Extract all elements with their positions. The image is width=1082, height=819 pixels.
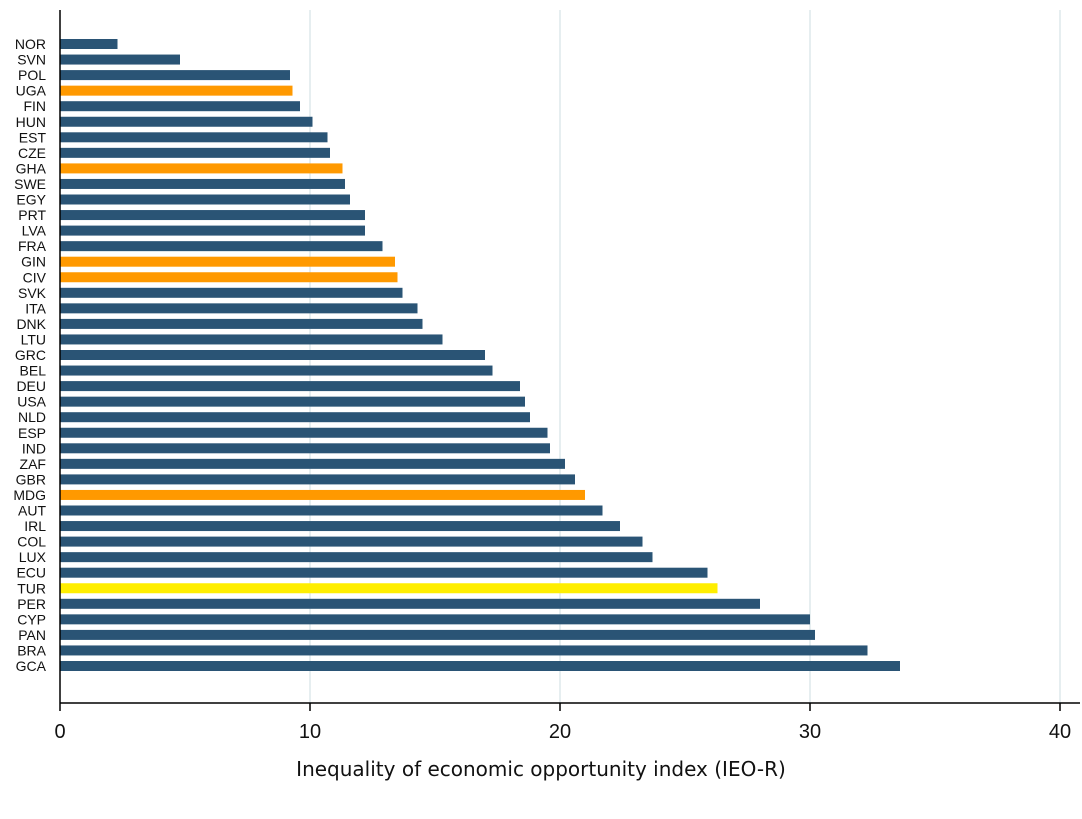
- x-tick-label: 0: [54, 721, 65, 743]
- bar-gca: [60, 661, 900, 671]
- category-label: GBR: [16, 471, 46, 487]
- category-label: ITA: [25, 300, 46, 316]
- bar-uga: [60, 85, 293, 96]
- category-label: BEL: [20, 363, 47, 379]
- category-label: SVN: [17, 52, 46, 68]
- bar-lux: [60, 552, 653, 563]
- category-label: FRA: [18, 238, 47, 254]
- category-label: MDG: [13, 487, 46, 503]
- category-label: NLD: [18, 409, 46, 425]
- bar-pan: [60, 629, 815, 640]
- category-label: LVA: [22, 223, 47, 239]
- category-label: AUT: [18, 503, 46, 519]
- bar-gin: [60, 256, 395, 267]
- bar-lva: [60, 225, 365, 236]
- category-label: CIV: [23, 269, 47, 285]
- bar-hun: [60, 116, 313, 127]
- bar-per: [60, 598, 760, 609]
- bar-tur: [60, 583, 718, 594]
- axes: [59, 10, 1080, 711]
- bar-bra: [60, 645, 868, 656]
- category-label: LTU: [21, 331, 46, 347]
- category-labels: NORSVNPOLUGAFINHUNESTCZEGHASWEEGYPRTLVAF…: [13, 36, 46, 674]
- bar-ltu: [60, 334, 443, 345]
- bars: [60, 39, 900, 671]
- category-label: IND: [22, 440, 46, 456]
- bar-cze: [60, 147, 330, 158]
- bar-cyp: [60, 614, 810, 625]
- category-label: LUX: [19, 549, 47, 565]
- category-label: ZAF: [20, 456, 46, 472]
- x-tick-label: 10: [299, 721, 321, 743]
- x-tick-label: 20: [549, 721, 571, 743]
- bar-gha: [60, 163, 343, 174]
- bar-esp: [60, 427, 548, 438]
- bar-aut: [60, 505, 603, 516]
- bar-nor: [60, 39, 118, 49]
- bar-ind: [60, 443, 550, 454]
- bar-ita: [60, 303, 418, 314]
- bar-egy: [60, 194, 350, 205]
- category-label: FIN: [23, 98, 46, 114]
- bar-civ: [60, 272, 398, 283]
- category-label: GHA: [16, 160, 47, 176]
- category-label: ECU: [16, 565, 46, 581]
- bar-grc: [60, 350, 485, 360]
- category-label: GIN: [21, 254, 46, 270]
- category-label: TUR: [17, 580, 46, 596]
- category-label: HUN: [16, 114, 46, 130]
- category-label: DNK: [16, 316, 46, 332]
- category-label: UGA: [16, 83, 47, 99]
- x-tick-label: 40: [1049, 721, 1071, 743]
- bar-est: [60, 132, 328, 143]
- x-axis-title: Inequality of economic opportunity index…: [296, 757, 786, 781]
- bar-deu: [60, 381, 520, 392]
- bar-svn: [60, 54, 180, 65]
- category-label: COL: [17, 534, 46, 550]
- category-label: PRT: [18, 207, 46, 223]
- bar-fra: [60, 241, 383, 252]
- bar-bel: [60, 365, 493, 376]
- category-label: CZE: [18, 145, 46, 161]
- category-label: ESP: [18, 425, 46, 441]
- bar-zaf: [60, 458, 565, 469]
- bar-svk: [60, 287, 403, 298]
- category-label: BRA: [17, 642, 46, 658]
- category-label: PER: [17, 596, 46, 612]
- category-label: CYP: [17, 611, 46, 627]
- bar-gbr: [60, 474, 575, 485]
- category-label: PAN: [18, 627, 46, 643]
- bar-ecu: [60, 567, 708, 578]
- bar-swe: [60, 178, 345, 189]
- bar-irl: [60, 521, 620, 532]
- category-label: POL: [18, 67, 46, 83]
- category-label: USA: [17, 394, 46, 410]
- category-label: IRL: [24, 518, 46, 534]
- category-label: DEU: [16, 378, 46, 394]
- category-label: NOR: [15, 36, 46, 52]
- x-tick-label: 30: [799, 721, 821, 743]
- bar-pol: [60, 70, 290, 81]
- category-label: EST: [19, 129, 47, 145]
- bar-mdg: [60, 489, 585, 500]
- x-tick-labels: 0 10 20 30 40: [54, 721, 1071, 743]
- category-label: GRC: [15, 347, 46, 363]
- bar-fin: [60, 101, 300, 112]
- category-label: EGY: [16, 192, 46, 208]
- category-label: SWE: [14, 176, 46, 192]
- bar-col: [60, 536, 643, 547]
- bar-nld: [60, 412, 530, 423]
- bar-dnk: [60, 318, 423, 329]
- category-label: GCA: [16, 658, 47, 674]
- bar-prt: [60, 210, 365, 221]
- category-label: SVK: [18, 285, 47, 301]
- bar-usa: [60, 396, 525, 407]
